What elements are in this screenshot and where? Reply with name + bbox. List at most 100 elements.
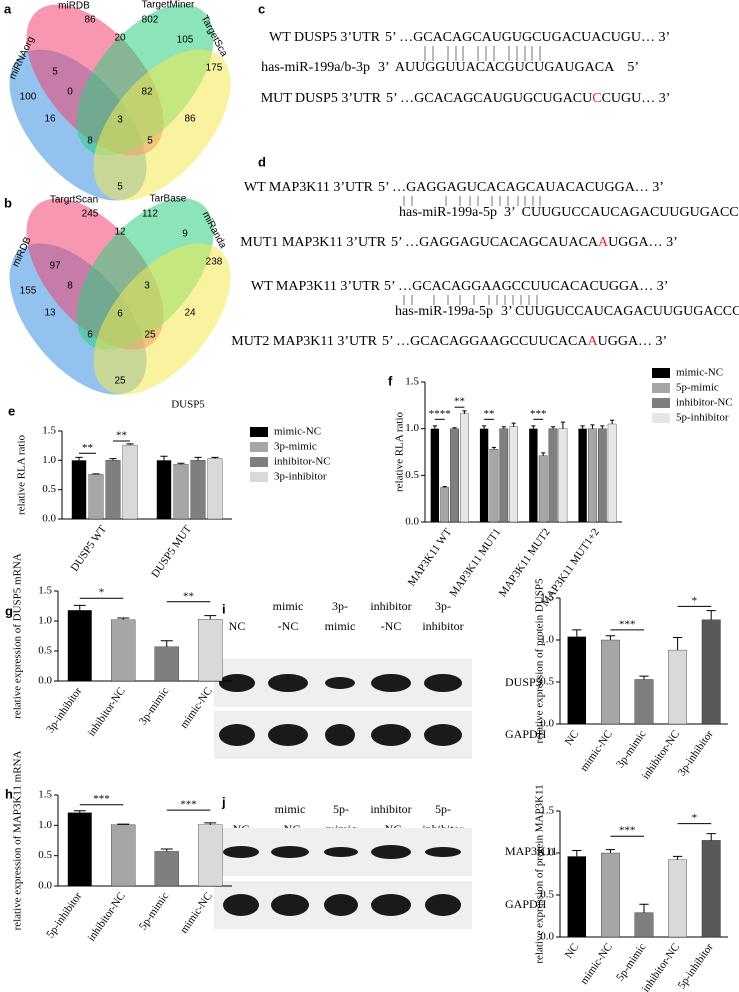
significance-label: ** — [484, 408, 495, 420]
legend-label: 5p-mimic — [676, 382, 719, 394]
panel-letter: h — [5, 786, 13, 801]
y-axis-label: relative RLA ratio — [394, 411, 406, 492]
sequence-part: UGGA… 3’ — [598, 334, 668, 349]
bar — [567, 856, 587, 937]
sequence: 3’ AUUGGUUACACGUCUGAUGACA 5’ — [378, 60, 639, 75]
venn-count: 25 — [144, 330, 156, 341]
bar — [105, 460, 121, 520]
error-bar — [117, 823, 130, 825]
error-bar — [605, 849, 616, 853]
error-bar — [160, 640, 173, 647]
sequence: 3’ CUUGUCCAUCAGACUUGUGACCC 5’ — [504, 205, 739, 220]
bar — [198, 619, 223, 682]
venn-count: 9 — [182, 229, 188, 240]
sequence: 5’ …GAGGAGUCACAGCAUACACUGGA… 3’ — [378, 180, 664, 195]
y-tick-label: 1.0 — [42, 454, 56, 466]
y-tick-label: 0.0 — [540, 718, 554, 730]
lane-label: NC — [229, 619, 246, 633]
lane-label: inhibitor — [370, 802, 411, 816]
error-bar — [92, 473, 100, 475]
error-bar — [572, 849, 582, 857]
error-bar — [204, 615, 217, 620]
error-bar — [73, 604, 86, 611]
legend-label: mimic-NC — [676, 367, 723, 379]
y-tick-label: 1.5 — [42, 425, 56, 437]
y-tick-label: 0.5 — [540, 889, 554, 901]
venn-count: 20 — [114, 33, 126, 44]
error-bar — [706, 833, 716, 841]
lane-label: -NC — [381, 619, 402, 633]
sequence-name: MUT1 MAP3K11 3’UTR — [240, 235, 386, 250]
bar — [67, 610, 92, 681]
blot-band — [268, 674, 308, 692]
y-tick-label: 1.5 — [405, 376, 419, 388]
error-bar — [432, 425, 437, 429]
sequence-part: 3’ CUUGUCCAUCAGACUUGUGACCC 5’ — [504, 205, 739, 220]
y-tick-label: 0.0 — [405, 516, 419, 528]
venn-count: 16 — [44, 114, 56, 125]
blot-band — [424, 674, 462, 692]
blot-band — [425, 894, 461, 916]
blot-band — [271, 894, 309, 916]
error-bar — [672, 855, 683, 860]
significance-label: *** — [619, 825, 636, 837]
protein-label: MAP3K11 — [505, 844, 557, 858]
panel-letter: c — [258, 1, 265, 16]
x-tick-label: inhibitor-NC — [85, 685, 127, 738]
y-tick-label: 1.0 — [540, 847, 554, 859]
y-tick-label: 0.0 — [38, 675, 52, 687]
error-bar — [126, 443, 134, 446]
y-tick-label: 0.0 — [42, 513, 56, 525]
bar — [701, 840, 721, 938]
sequence-part: 5’ …GCACAGCAUGUGCUGACUACUGU… 3’ — [385, 30, 670, 45]
lane-label: 5p- — [333, 802, 349, 816]
legend-label: inhibitor-NC — [274, 456, 331, 468]
sequence: 5’ …GCACAGCAUGUGCUGACUACUGU… 3’ — [385, 30, 670, 45]
y-tick-label: 1.0 — [405, 422, 419, 434]
lane-label: mimic — [275, 802, 306, 816]
sequence-part: 3’ CUUGUCCAUCAGACUUGUGACCC 5’ — [501, 304, 739, 319]
sequence-name: WT MAP3K11 3’UTR — [244, 180, 374, 195]
blot-band — [371, 674, 411, 692]
venn-set-label: TargetMiner — [142, 0, 195, 11]
error-bar — [639, 675, 649, 680]
bar — [440, 487, 450, 523]
venn-count: 97 — [49, 261, 61, 272]
error-bar — [672, 636, 683, 651]
error-bar — [590, 424, 595, 429]
blot-band — [268, 724, 308, 746]
error-bar — [605, 635, 616, 640]
lane-label: mimic — [325, 619, 356, 633]
venn-set-label: TarBase — [150, 194, 187, 205]
sequence: 5’ …GCACAGGAAGCCUUCACAAUGGA… 3’ — [382, 334, 667, 349]
error-bar — [442, 486, 447, 488]
venn-set-label: miRDB — [58, 1, 90, 12]
error-bar — [204, 822, 217, 825]
error-bar — [531, 425, 536, 429]
bar — [198, 824, 223, 887]
venn-count: 6 — [87, 330, 93, 341]
bar — [597, 428, 607, 523]
significance-label: * — [692, 812, 698, 824]
y-tick-label: 1.5 — [540, 592, 554, 604]
bar — [634, 679, 654, 725]
sequence-name: MUT2 MAP3K11 3’UTR — [231, 334, 377, 349]
error-bar — [482, 425, 487, 429]
venn-count: 0 — [67, 87, 73, 98]
y-tick-label: 0.5 — [38, 645, 52, 657]
significance-label: *** — [530, 408, 547, 420]
error-bar — [639, 903, 649, 913]
bar — [588, 428, 597, 523]
error-bar — [560, 421, 565, 429]
x-tick-label: 5p-inhibitor — [44, 890, 84, 940]
x-tick-label: 5p-mimic — [137, 890, 171, 932]
x-tick-label: DUSP5 MUT — [149, 523, 194, 580]
lane-label: mimic — [273, 599, 304, 613]
pairing-lines — [403, 295, 538, 305]
y-tick-label: 1.0 — [38, 819, 52, 831]
x-tick-label: NC — [563, 728, 582, 747]
bar — [154, 851, 179, 887]
sequence-part: 5’ …GAGGAGUCACAGCAUACACUGGA… 3’ — [378, 180, 664, 195]
